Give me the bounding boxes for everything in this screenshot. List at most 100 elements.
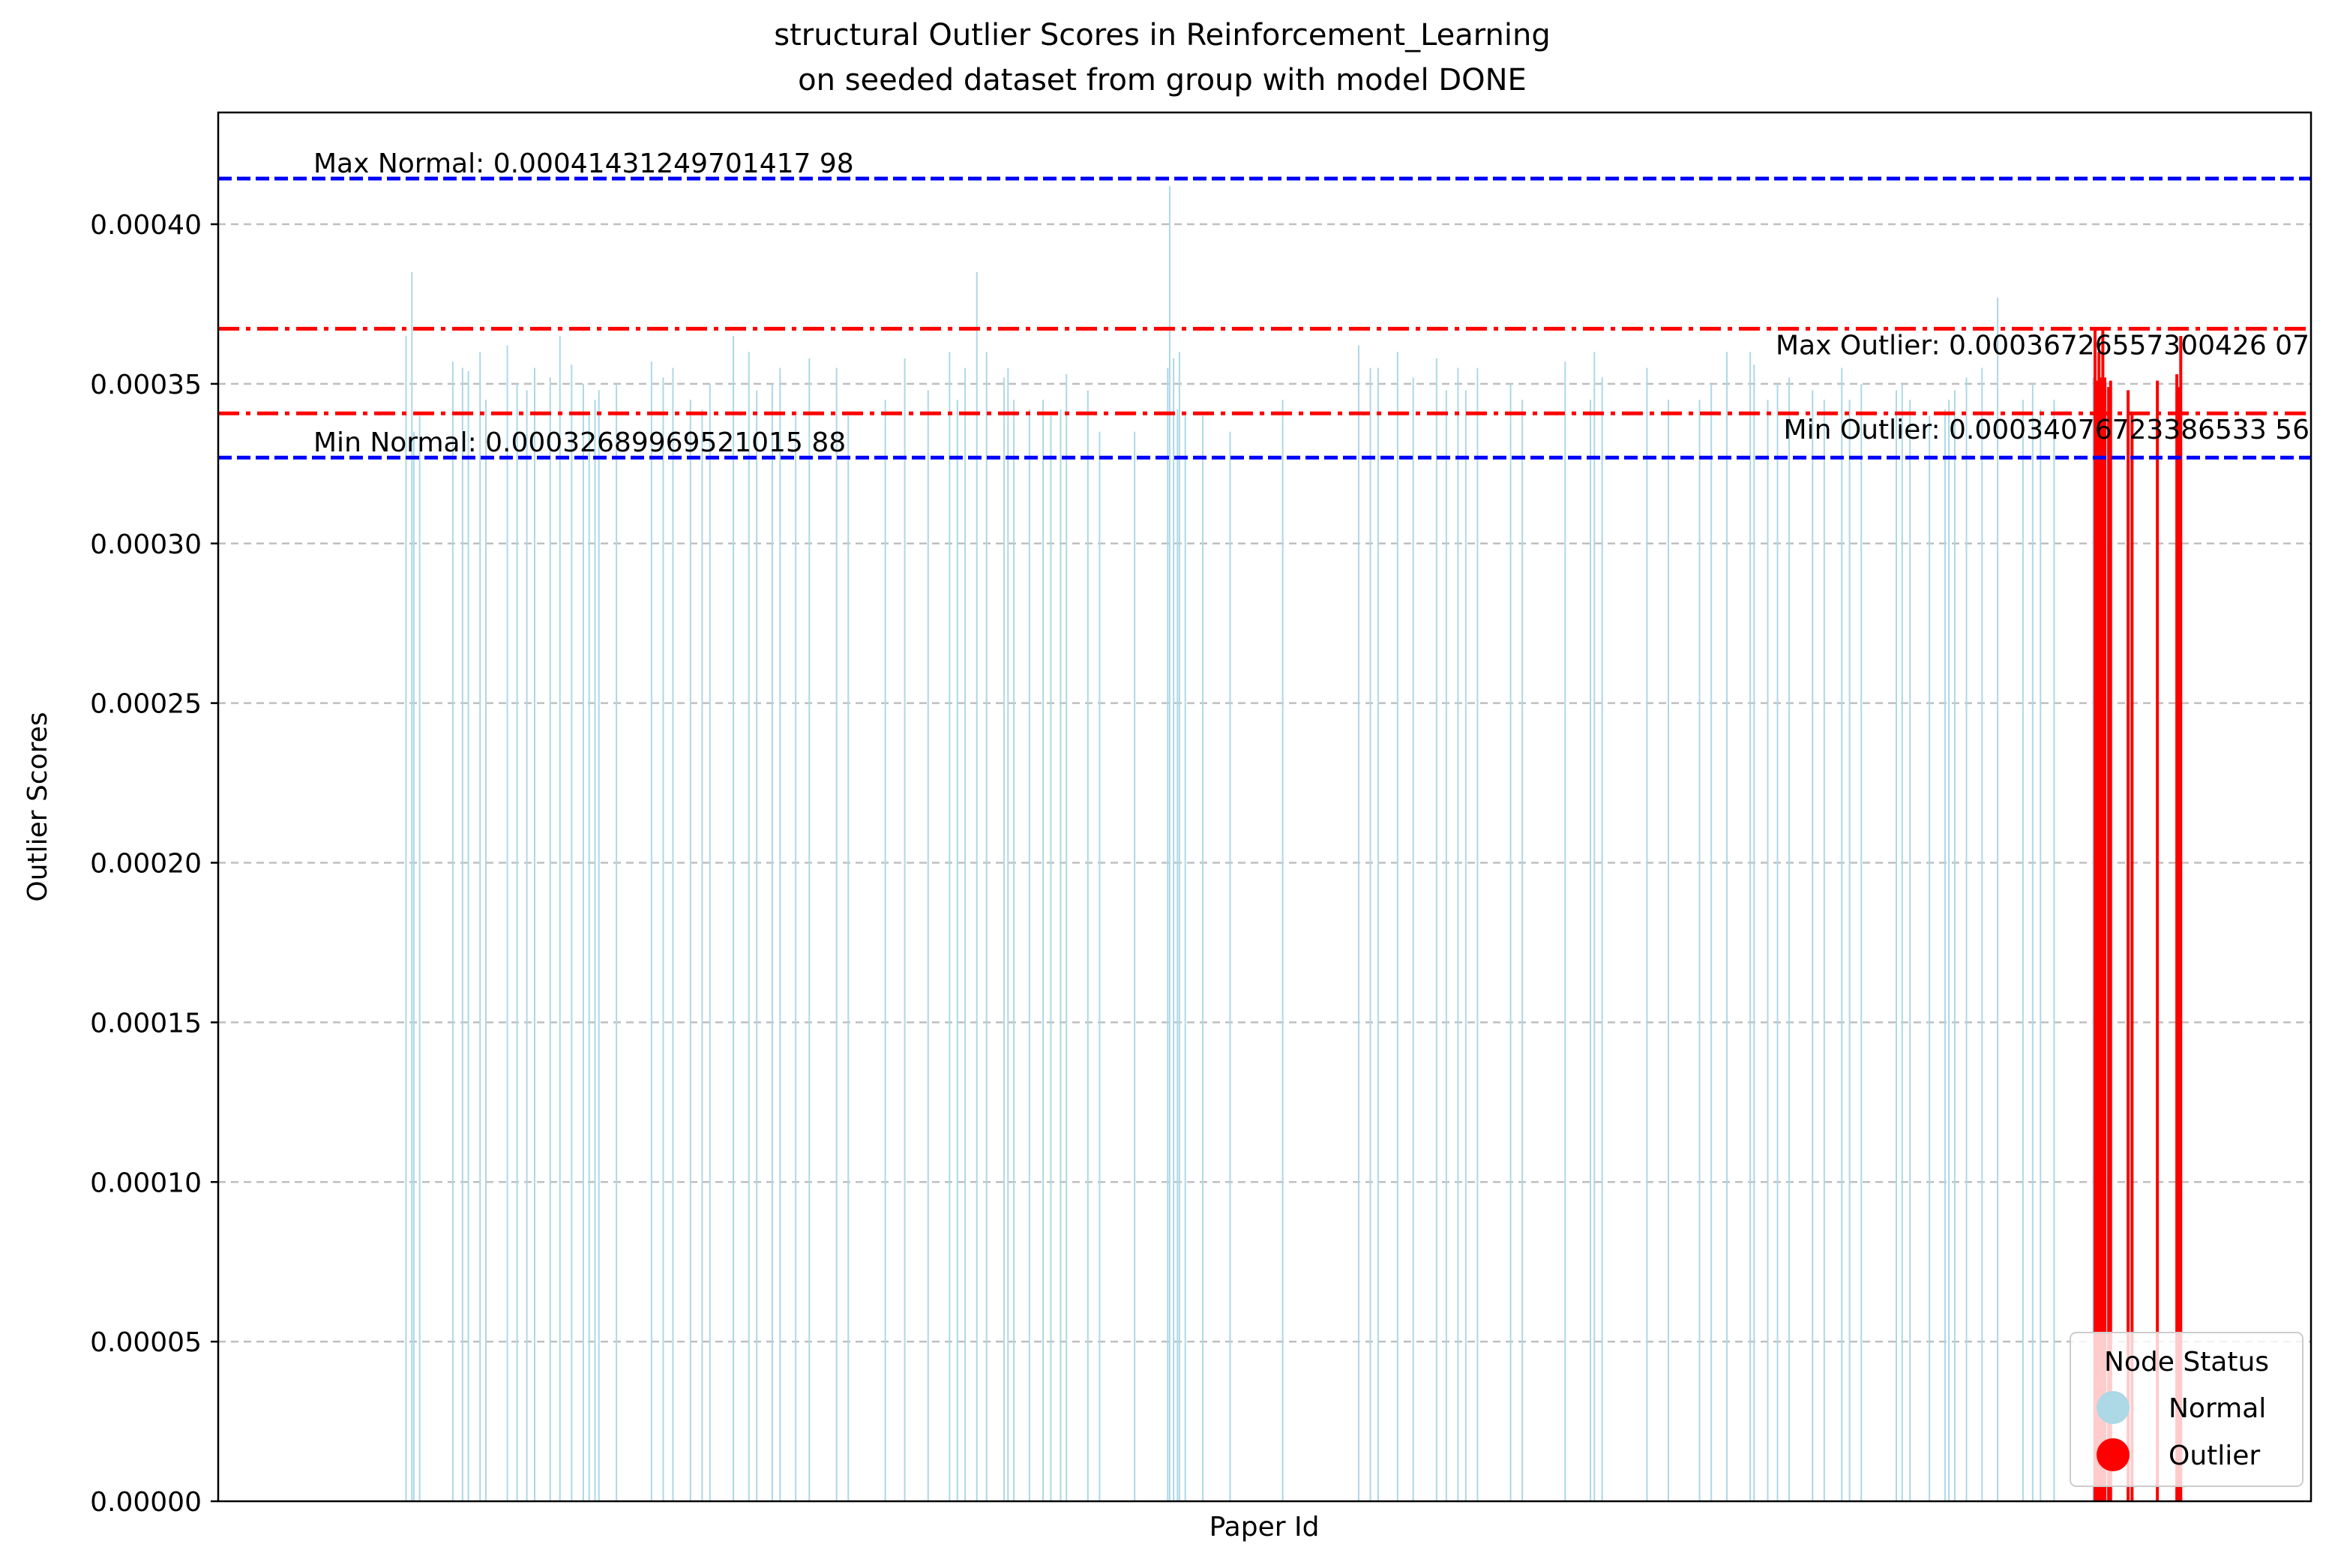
normal-bar [1909,400,1911,1502]
normal-bar [748,352,750,1502]
normal-bar [1788,377,1791,1501]
max-outlier-label: Max Outlier: 0.00036726557300426 07 [1776,330,2310,361]
normal-bar [689,400,691,1502]
normal-bar [985,352,988,1502]
normal-bar [1776,383,1779,1502]
normal-bar [1698,400,1701,1502]
normal-bar [2022,400,2024,1502]
y-tick-label: 0.00010 [90,1168,202,1198]
normal-bar [1229,431,1231,1502]
normal-bar [672,367,674,1502]
bar-series [405,185,2183,1502]
y-tick-label: 0.00030 [90,529,202,560]
normal-bar [2106,383,2108,1502]
normal-bar [1066,374,1068,1501]
y-tick-label: 0.00020 [90,849,202,880]
min-outlier-label: Min Outlier: 0.00034076723386533 56 [1784,415,2310,445]
normal-bar [927,390,929,1501]
normal-bar [506,345,508,1501]
outlier-bar [2156,380,2160,1502]
normal-bar [1445,390,1447,1501]
normal-bar [1509,383,1512,1502]
normal-bar [1007,367,1009,1502]
normal-bar [1028,409,1030,1501]
normal-bar [1167,367,1169,1502]
legend-normal-marker [2097,1391,2130,1424]
normal-bar [526,390,528,1501]
normal-bar [588,415,590,1502]
outlier-bar [2175,374,2179,1501]
normal-bar [594,400,596,1502]
y-tick-label: 0.00005 [90,1327,202,1358]
normal-bar [1812,390,1814,1501]
normal-bar [467,370,469,1501]
normal-bar [756,390,758,1501]
normal-bar [1753,364,1755,1502]
y-tick-label: 0.00040 [90,210,202,241]
normal-bar [1668,400,1670,1502]
y-tick-label: 0.00015 [90,1008,202,1039]
normal-bar [976,271,978,1502]
normal-bar [1099,431,1101,1502]
normal-bar [1168,185,1170,1501]
normal-bar [956,400,958,1502]
normal-bar [461,367,463,1502]
normal-bar [1767,400,1769,1502]
normal-bar [1860,383,1863,1502]
normal-bar [616,383,618,1502]
normal-bar [1593,352,1596,1502]
min-normal-label: Min Normal: 0.00032689969521015 88 [313,427,846,458]
normal-bar [559,336,561,1502]
legend-box [2070,1332,2304,1487]
outlier-bar [2109,380,2112,1502]
y-tick-label: 0.00000 [90,1487,202,1518]
normal-bar [964,367,967,1502]
outlier-bar [2127,390,2130,1501]
normal-bar [904,358,906,1501]
chart-subtitle: on seeded dataset from group with model … [798,63,1527,97]
normal-bar [405,336,407,1502]
normal-bar [949,352,951,1502]
normal-bar [835,367,838,1502]
normal-bar [1464,390,1467,1501]
reference-lines: Max Normal: 0.00041431249701417 98 Max Ou… [218,148,2311,460]
normal-bar [516,383,518,1502]
normal-bar [1901,383,1903,1502]
normal-bar [1377,367,1379,1502]
normal-bar [1590,400,1592,1502]
normal-bar [662,377,664,1501]
normal-bar [1184,415,1186,1502]
normal-bar [412,431,415,1502]
normal-bar [1521,400,1524,1502]
y-tick-label: 0.00035 [90,370,202,400]
normal-bar [1042,400,1045,1502]
normal-bar [1749,352,1752,1502]
normal-bar [1848,400,1851,1502]
normal-bar [779,367,781,1502]
outlier-bar [2101,328,2105,1502]
normal-bar [1457,367,1459,1502]
normal-bar [1953,390,1956,1501]
normal-bar [1435,358,1437,1501]
normal-bar [2040,409,2042,1501]
outlier-bar [2179,336,2183,1502]
normal-bar [1178,352,1180,1502]
y-tick-label: 0.00025 [90,689,202,720]
y-axis-label: Outlier Scores [22,712,53,901]
normal-bar [451,361,454,1501]
normal-bar [2031,383,2034,1502]
normal-bar [598,390,600,1501]
normal-bar [1944,409,1946,1501]
normal-bar [1013,400,1015,1502]
normal-bar [1601,377,1603,1501]
normal-bar [1823,400,1825,1502]
normal-bar [418,415,421,1502]
legend-outlier-label: Outlier [2169,1441,2260,1471]
normal-bar [1929,415,1931,1502]
normal-bar [1710,383,1713,1502]
normal-bar [1476,367,1479,1502]
max-normal-label: Max Normal: 0.00041431249701417 98 [313,148,854,179]
